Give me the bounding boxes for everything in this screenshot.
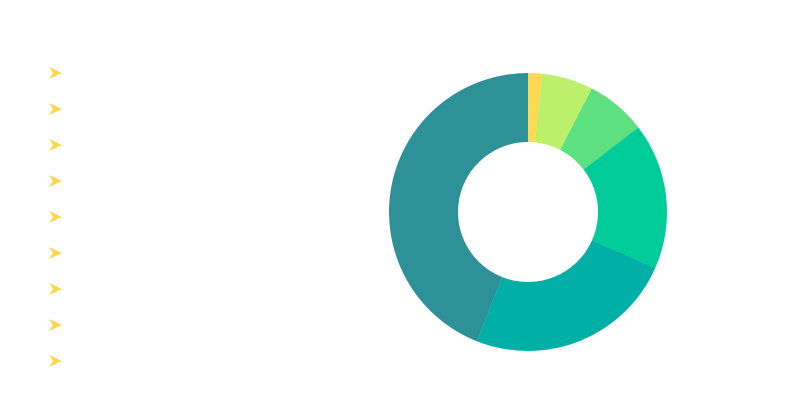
legend bbox=[46, 64, 306, 388]
legend-item[interactable] bbox=[46, 208, 306, 244]
pie-slice-4[interactable] bbox=[583, 127, 667, 269]
legend-item[interactable] bbox=[46, 280, 306, 316]
arrow-right-icon bbox=[49, 319, 62, 331]
legend-item[interactable] bbox=[46, 352, 306, 388]
arrow-right-icon bbox=[49, 139, 62, 151]
arrow-right-icon bbox=[49, 283, 62, 295]
legend-item[interactable] bbox=[46, 316, 306, 352]
pie-slice-5[interactable] bbox=[476, 240, 656, 351]
pie-slice-6[interactable] bbox=[389, 73, 528, 342]
legend-item[interactable] bbox=[46, 100, 306, 136]
arrow-right-icon bbox=[49, 103, 62, 115]
legend-item[interactable] bbox=[46, 172, 306, 208]
arrow-right-icon bbox=[49, 247, 62, 259]
pie-slice-1[interactable] bbox=[528, 73, 542, 143]
pie-slice-2[interactable] bbox=[535, 73, 592, 150]
legend-item[interactable] bbox=[46, 136, 306, 172]
arrow-right-icon bbox=[49, 211, 62, 223]
arrow-right-icon bbox=[49, 175, 62, 187]
arrow-right-icon bbox=[49, 355, 62, 367]
arrow-right-icon bbox=[49, 67, 62, 79]
legend-item[interactable] bbox=[46, 64, 306, 100]
pie-slice-3[interactable] bbox=[560, 88, 639, 170]
legend-item[interactable] bbox=[46, 244, 306, 280]
